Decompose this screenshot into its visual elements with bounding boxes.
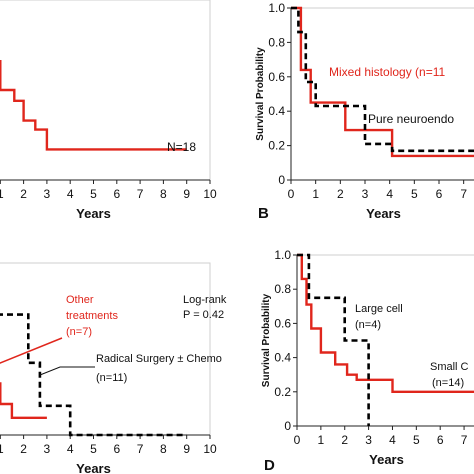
panel-c-arrow-shaft [0, 337, 63, 364]
panel-d-ytick-label-5: 1.0 [274, 248, 291, 262]
panel-b-ytick-label-5: 1.0 [268, 1, 285, 15]
panel-c-frame [0, 262, 211, 436]
panel-d-xtick-label-3: 3 [365, 433, 372, 447]
panel-a-xtick-label-7: 8 [160, 187, 167, 201]
panel-c-p-value: P = 0.42 [183, 309, 224, 321]
panel-a-series-solid-line [0, 60, 187, 151]
panel-b-xtick-label-5: 5 [411, 187, 418, 201]
panel-c-xtick-label-2: 3 [44, 442, 51, 456]
panel-b-ytick-label-3: 0.6 [268, 70, 285, 84]
panel-b-ytick-label-4: 0.8 [268, 35, 285, 49]
panel-a-xtick-label-8: 9 [183, 187, 190, 201]
panel-a-xlabel: Years [76, 206, 111, 221]
panel-d-small-line1: Small C [430, 361, 469, 373]
panel-c-xtick-label-0: 1 [0, 442, 4, 456]
panel-a-xtick-label-5: 6 [113, 187, 120, 201]
panel-a-xtick-label-0: 1 [0, 187, 4, 201]
panel-a-xtick-label-2: 3 [44, 187, 51, 201]
panel-b-xtick-label-7: 7 [460, 187, 467, 201]
panel-b-xlabel: Years [366, 206, 401, 221]
panel-d-xtick-label-7: 7 [461, 433, 468, 447]
panel-b-xtick-label-6: 6 [436, 187, 443, 201]
panel-d-frame [296, 254, 474, 427]
panel-b-xtick-label-4: 4 [386, 187, 393, 201]
data-layer [0, 6, 474, 437]
panel-b-letter: B [258, 205, 269, 222]
panel-b-xtick-label-3: 3 [362, 187, 369, 201]
panel-d-xtick-label-4: 4 [389, 433, 396, 447]
panel-d-xlabel: Years [369, 452, 404, 467]
panel-a-xtick-label-1: 2 [20, 187, 27, 201]
panel-d-xtick-label-5: 5 [413, 433, 420, 447]
panel-c-xtick-label-9: 10 [203, 442, 217, 456]
panel-c-radical-line2: (n=11) [96, 372, 127, 384]
panel-d-letter: D [264, 457, 275, 474]
panel-d-xtick-label-1: 1 [318, 433, 325, 447]
panel-c-radical-line1: Radical Surgery ± Chemo [96, 353, 222, 365]
panel-d-ytick-label-2: 0.4 [274, 351, 291, 365]
panel-c-series-dashed-line [0, 313, 187, 437]
panel-a-xtick-label-6: 7 [137, 187, 144, 201]
panel-d-ytick-label-0: 0 [284, 419, 291, 433]
panel-b-ytick-label-0: 0 [278, 173, 285, 187]
panel-c-xtick-label-3: 4 [67, 442, 74, 456]
panel-d-ytick-label-3: 0.6 [274, 316, 291, 330]
panel-c-series-solid-line [0, 382, 47, 419]
panel-d-xtick-label-2: 2 [341, 433, 348, 447]
panel-d-ylabel: Survival Probability [261, 293, 272, 387]
panel-b-series-solid-line [291, 6, 474, 158]
panel-c-logrank-label: Log-rank [183, 294, 227, 306]
panel-d-xtick-label-6: 6 [437, 433, 444, 447]
panel-b-ytick-label-2: 0.4 [268, 104, 285, 118]
panel-b-ytick-label-1: 0.2 [268, 139, 285, 153]
panel-b-xtick-label-0: 0 [288, 187, 295, 201]
panel-a-xtick-label-4: 5 [90, 187, 97, 201]
panel-c-other-line1: Other [66, 294, 94, 306]
panel-c-xtick-label-1: 2 [20, 442, 27, 456]
panel-a-xtick-label-9: 10 [203, 187, 217, 201]
panel-c-xtick-label-6: 7 [137, 442, 144, 456]
panel-b-series-dashed-line [291, 6, 474, 153]
panel-b-mixed-label: Mixed histology (n=11 [329, 65, 446, 79]
panel-b-xtick-label-1: 1 [312, 187, 319, 201]
panel-a-xtick-label-3: 4 [67, 187, 74, 201]
panel-d-small-line2: (n=14) [432, 377, 464, 389]
panel-d-large-line1: Large cell [355, 303, 403, 315]
panel-c-xtick-label-4: 5 [90, 442, 97, 456]
panel-d-series-solid-line [297, 253, 474, 393]
panel-b-xtick-label-2: 2 [337, 187, 344, 201]
panel-d-ytick-label-1: 0.2 [274, 385, 291, 399]
panel-c-xtick-label-7: 8 [160, 442, 167, 456]
panel-d-large-line2: (n=4) [355, 319, 381, 331]
panel-c-xtick-label-8: 9 [183, 442, 190, 456]
panel-b-ylabel: Survival Probability [255, 47, 266, 141]
panel-c-xtick-label-5: 6 [113, 442, 120, 456]
panel-c-radical-pointer [39, 366, 95, 376]
panel-c-xlabel: Years [76, 461, 111, 474]
panel-b-pure-label: Pure neuroendo [368, 112, 454, 126]
panel-c-other-line2: treatments [66, 310, 118, 322]
panel-c-other-line3: (n=7) [66, 326, 92, 338]
panel-d-ytick-label-4: 0.8 [274, 282, 291, 296]
panel-d-xtick-label-0: 0 [294, 433, 301, 447]
panel-a-n-label: N=18 [167, 140, 196, 154]
panel-d-series-dashed-line [297, 253, 370, 426]
panel-b-frame [290, 7, 474, 181]
